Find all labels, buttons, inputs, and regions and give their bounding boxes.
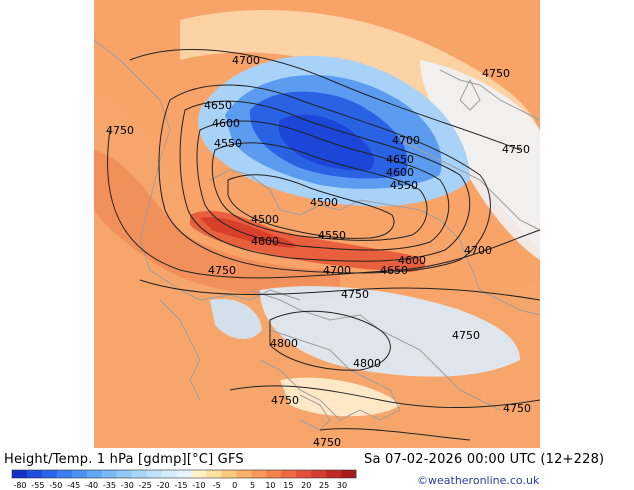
- contour-label: 4750: [313, 436, 341, 449]
- colorbar-tick-label: 0: [232, 481, 237, 490]
- contour-label: 4600: [386, 166, 414, 179]
- contour-label: 4700: [232, 54, 260, 67]
- colorbar-swatch: [101, 470, 117, 478]
- colorbar-swatch: [86, 470, 103, 478]
- contour-label: 4600: [251, 235, 279, 248]
- colorbar-outline: [11, 469, 357, 479]
- contour-label: 4750: [482, 67, 510, 80]
- contour-label: 4750: [503, 402, 531, 415]
- colorbar-swatch: [341, 470, 357, 478]
- contour-label: 4600: [212, 117, 240, 130]
- contour-label: 4700: [323, 264, 351, 277]
- colorbar-swatch: [116, 470, 132, 478]
- contour-label: 4500: [310, 196, 338, 209]
- colorbar-swatch: [12, 470, 28, 478]
- contour-label: 4700: [392, 134, 420, 147]
- colorbar-swatch: [161, 470, 177, 478]
- colorbar-tick-label: -15: [174, 481, 187, 490]
- colorbar-swatch: [206, 470, 222, 478]
- colorbar: -80 -55 -50 -45 -40 -35 -30 -25 -20 -15 -10 -5 0 5 10 1…: [11, 469, 357, 490]
- colorbar-tick-label: -25: [139, 481, 152, 490]
- colorbar-tick-label: -45: [67, 481, 80, 490]
- colorbar-tick-label: 25: [319, 481, 329, 490]
- colorbar-swatch: [131, 470, 147, 478]
- contour-label: 4650: [204, 99, 232, 112]
- colorbar-tick-label: -40: [85, 481, 98, 490]
- colorbar-tick-label: -20: [157, 481, 170, 490]
- colorbar-swatch: [251, 470, 267, 478]
- colorbar-swatch: [176, 470, 192, 478]
- colorbar-swatch: [326, 470, 342, 478]
- colorbar-swatch: [266, 470, 282, 478]
- colorbar-swatch: [281, 470, 297, 478]
- colorbar-swatch: [191, 470, 207, 478]
- colorbar-tick-label: 15: [283, 481, 293, 490]
- contour-label: 4700: [464, 244, 492, 257]
- contour-label: 4750: [452, 329, 480, 342]
- weather-map: 4700 4750 4650 4600 4550 4750 4700 4650 …: [93, 0, 541, 449]
- colorbar-swatch: [146, 470, 162, 478]
- contour-label: 4550: [318, 229, 346, 242]
- colorbar-tick-label: -35: [103, 481, 116, 490]
- contour-label: 4600: [398, 254, 426, 267]
- credit-link[interactable]: ©weatheronline.co.uk: [417, 474, 540, 487]
- coastlines: [93, 39, 541, 431]
- colorbar-swatch: [71, 470, 88, 478]
- colorbar-tick-label: -30: [121, 481, 134, 490]
- colorbar-swatch: [296, 470, 312, 478]
- contour-labels: 4700 4750 4650 4600 4550 4750 4700 4650 …: [106, 54, 531, 449]
- contour-label: 4650: [386, 153, 414, 166]
- contour-label: 4550: [390, 179, 418, 192]
- contour-label: 4750: [271, 394, 299, 407]
- contour-label: 4750: [502, 143, 530, 156]
- contour-label: 4750: [106, 124, 134, 137]
- colorbar-swatch: [236, 470, 252, 478]
- contour-label: 4500: [251, 213, 279, 226]
- colorbar-swatch: [56, 470, 73, 478]
- contour-label: 4800: [270, 337, 298, 350]
- colorbar-swatch: [41, 470, 58, 478]
- colorbar-swatch: [311, 470, 327, 478]
- contour-label: 4750: [341, 288, 369, 301]
- colorbar-tick-label: -80: [13, 481, 26, 490]
- colorbar-tick-label: 20: [301, 481, 311, 490]
- contour-label: 4750: [208, 264, 236, 277]
- map-title: Height/Temp. 1 hPa [gdmp][°C] GFS: [4, 452, 244, 467]
- colorbar-tick-label: -10: [192, 481, 205, 490]
- colorbar-swatch: [26, 470, 43, 478]
- colorbar-swatches: [11, 469, 357, 479]
- contour-label: 4800: [353, 357, 381, 370]
- colorbar-tick-label: -5: [213, 481, 221, 490]
- colorbar-ticks: -80 -55 -50 -45 -40 -35 -30 -25 -20 -15 -10 -5 0 5 10 1…: [13, 481, 347, 490]
- colorbar-tick-label: -50: [49, 481, 62, 490]
- colorbar-tick-label: -55: [31, 481, 44, 490]
- contours: [107, 49, 541, 441]
- forecast-datetime: Sa 07-02-2026 00:00 UTC (12+228): [364, 452, 605, 467]
- colorbar-tick-label: 10: [265, 481, 275, 490]
- contour-label: 4650: [380, 264, 408, 277]
- colorbar-tick-label: 5: [250, 481, 255, 490]
- contour-label: 4550: [214, 137, 242, 150]
- colorbar-tick-label: 30: [337, 481, 347, 490]
- colorbar-swatch: [221, 470, 237, 478]
